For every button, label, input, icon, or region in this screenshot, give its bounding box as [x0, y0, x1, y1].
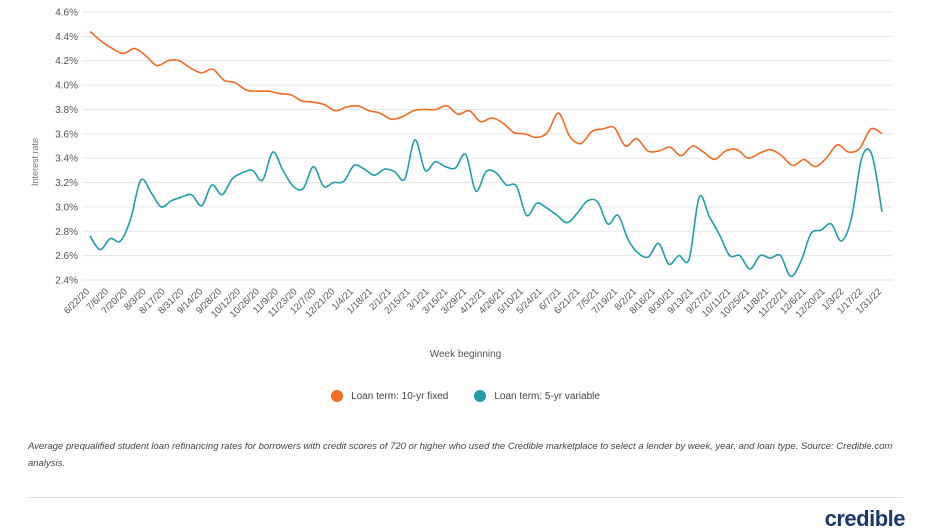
x-axis-label: Week beginning — [429, 349, 502, 360]
x-axis-ticks: 6/22/207/6/207/20/208/3/208/17/208/31/20… — [62, 286, 884, 320]
legend: Loan term: 10-yr fixed Loan term: 5-yr v… — [0, 390, 931, 402]
legend-swatch-teal — [474, 390, 487, 402]
y-tick-label: 3.4% — [55, 154, 78, 165]
brand-logo: credible — [824, 506, 906, 531]
series-line-10yr-fixed — [89, 30, 883, 168]
legend-swatch-orange — [331, 390, 344, 402]
y-tick-label: 3.8% — [55, 105, 78, 116]
legend-label-5yr: Loan term: 5-yr variable — [494, 390, 600, 402]
y-tick-label: 4.2% — [55, 56, 78, 67]
series-lines — [89, 30, 883, 278]
y-axis-label: Interest rate — [30, 138, 40, 186]
legend-item-5yr-variable[interactable]: Loan term: 5-yr variable — [474, 390, 600, 402]
y-tick-label: 2.4% — [55, 276, 78, 287]
y-tick-label: 3.6% — [55, 129, 78, 140]
divider — [28, 497, 903, 498]
y-tick-label: 3.0% — [55, 202, 78, 213]
y-tick-label: 4.0% — [55, 81, 78, 92]
gridlines — [82, 11, 893, 281]
y-tick-label: 4.6% — [55, 8, 78, 19]
legend-item-10yr-fixed[interactable]: Loan term: 10-yr fixed — [331, 390, 448, 402]
chart-caption: Average prequalified student loan refina… — [28, 441, 893, 469]
legend-label-10yr: Loan term: 10-yr fixed — [351, 390, 449, 402]
y-tick-label: 3.2% — [55, 178, 78, 189]
line-chart: 4.6% 4.4% 4.2% 4.0% 3.8% 3.6% 3.4% 3.2% 3.0% 2.8%… — [30, 8, 893, 320]
y-tick-label: 2.8% — [55, 227, 78, 238]
y-axis-ticks: 4.6% 4.4% 4.2% 4.0% 3.8% 3.6% 3.4% 3.2% 3.0% 2.8%… — [55, 8, 78, 287]
y-tick-label: 4.4% — [55, 32, 78, 43]
series-line-5yr-variable — [89, 139, 883, 278]
y-tick-label: 2.6% — [55, 251, 78, 262]
